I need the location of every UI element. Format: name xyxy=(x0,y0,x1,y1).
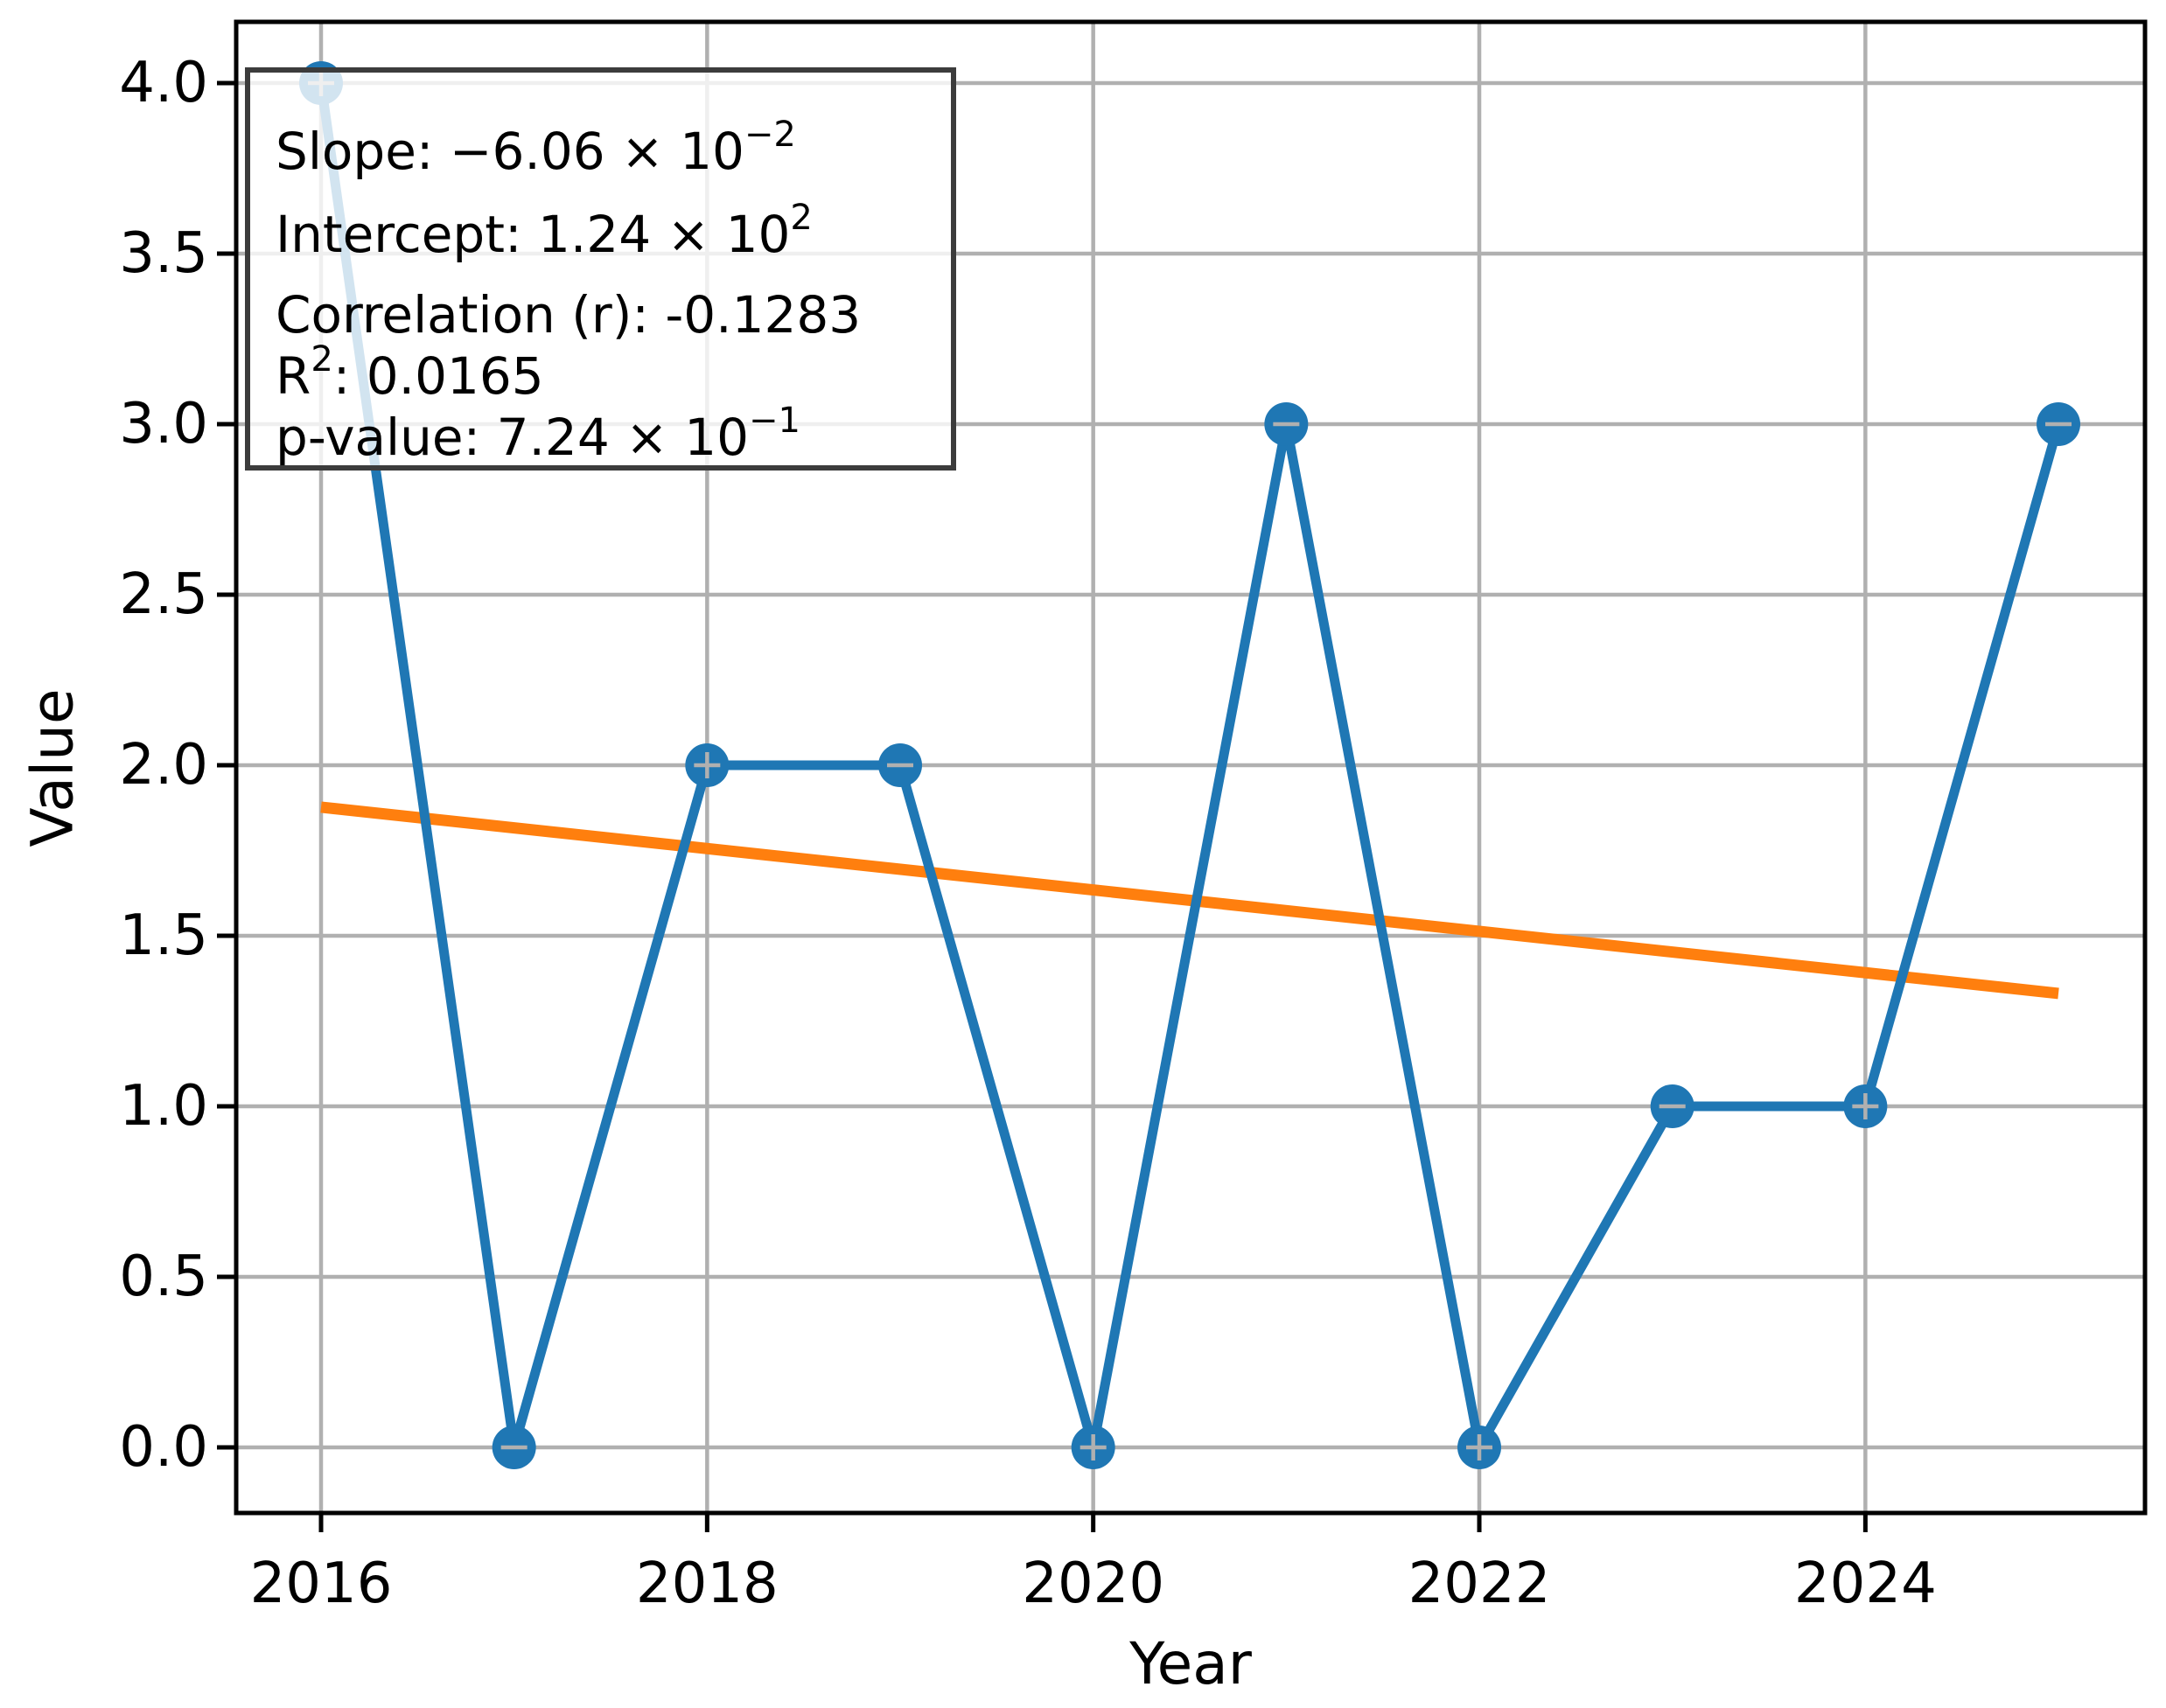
stats-line-segment: 2 xyxy=(790,198,812,238)
stats-line-segment: p-value: 7.24 × 10 xyxy=(276,408,749,467)
x-tick-label: 2020 xyxy=(1022,1551,1164,1616)
x-tick-label: 2016 xyxy=(250,1551,393,1616)
trend-line-group xyxy=(320,801,2059,1000)
data-line xyxy=(316,78,2064,1453)
y-tick-label: 3.0 xyxy=(119,392,208,457)
x-tick-label: 2018 xyxy=(636,1551,779,1616)
y-axis-label: Value xyxy=(19,688,87,847)
stats-line-segment: −2 xyxy=(744,115,796,155)
y-tick-label: 1.0 xyxy=(119,1074,208,1139)
stats-line-segment: Slope: −6.06 × 10 xyxy=(276,122,744,181)
y-tick-label: 4.0 xyxy=(119,51,208,115)
y-tick-label: 2.0 xyxy=(119,733,208,798)
y-tick-label: 2.5 xyxy=(119,562,208,627)
stats-line-segment: 2 xyxy=(311,339,332,380)
y-tick-label: 1.5 xyxy=(119,903,208,968)
y-tick-label: 0.5 xyxy=(119,1244,208,1309)
stats-line-segment: Intercept: 1.24 × 10 xyxy=(276,205,790,264)
data-series-group xyxy=(316,78,2064,1453)
trend-line xyxy=(320,801,2059,1000)
stats-box-frame xyxy=(245,67,956,471)
x-tick-label: 2024 xyxy=(1794,1551,1937,1616)
x-axis-label: Year xyxy=(1128,1630,1253,1698)
stats-line: Correlation (r): -0.1283 xyxy=(276,285,861,345)
tick-marks xyxy=(217,80,1868,1532)
gridline-over-marker-group xyxy=(308,70,2072,1461)
tick-labels: 2016 2018 2020 2022 2024 0.0 0.5 1.0 1.5 2.0 2.5 3.… xyxy=(119,51,1937,1616)
gridlines xyxy=(236,22,2145,1513)
stats-line-segment: : 0.0165 xyxy=(333,346,544,406)
stats-line: p-value: 7.24 × 10−1 xyxy=(276,401,800,467)
y-tick-label: 3.5 xyxy=(119,221,208,286)
stats-line: Slope: −6.06 × 10−2 xyxy=(276,115,796,181)
stats-line-segment: Correlation (r): -0.1283 xyxy=(276,285,861,345)
stats-line-segment: R xyxy=(276,346,311,406)
x-tick-label: 2022 xyxy=(1408,1551,1551,1616)
stats-line: Intercept: 1.24 × 102 xyxy=(276,198,813,264)
y-tick-label: 0.0 xyxy=(119,1415,208,1480)
stats-line: R2: 0.0165 xyxy=(276,339,544,406)
stats-line-segment: −1 xyxy=(749,401,800,441)
